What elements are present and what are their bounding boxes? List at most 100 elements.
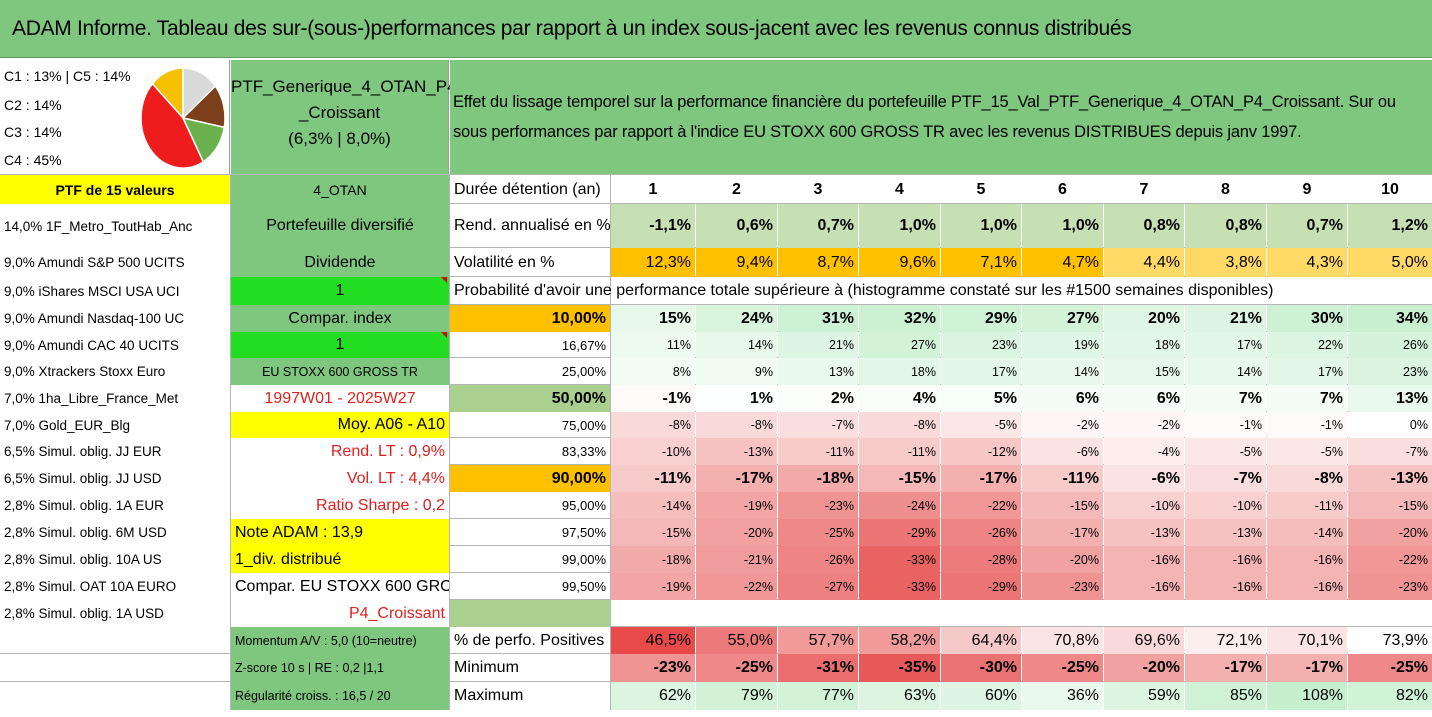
description-line-2: sous performances par rapport à l'indice… [453, 123, 1302, 141]
quantile-value: -15% [611, 519, 695, 546]
minimum-value: -25% [1022, 654, 1103, 682]
annual-return-value: 0,7% [778, 204, 858, 248]
side-suffix: P4_Croissant [231, 600, 449, 627]
side-long-term-return: Rend. LT : 0,9% [231, 438, 449, 465]
legend-c3: C3 : 14% [4, 124, 62, 140]
portfolio-header: PTF_Generique_4_OTAN_P4 _Croissant (6,3%… [231, 60, 457, 174]
side-zone: 4_OTAN [231, 175, 449, 204]
side-dividend: Dividende [231, 248, 449, 277]
quantile-value: -6% [1022, 438, 1103, 465]
quantile-value: -21% [696, 546, 777, 573]
quantile-value: -20% [1348, 519, 1432, 546]
quantile-value: -5% [1185, 438, 1266, 465]
quantile-value: 21% [1185, 305, 1266, 332]
column-divider [449, 174, 450, 710]
positive-perf-value: 58,2% [859, 627, 940, 654]
side-momentum: Momentum A/V : 5,0 (10=neutre) [231, 627, 449, 654]
annual-return-value: 0,6% [696, 204, 777, 248]
quantile-value: 31% [778, 305, 858, 332]
side-adam-score: Note ADAM : 13,9 [231, 519, 449, 546]
minimum-value: -35% [859, 654, 940, 682]
portfolio-returns: (6,3% | 8,0%) [288, 129, 391, 148]
maximum-label: Maximum [454, 687, 524, 704]
quantile-value: -33% [859, 546, 940, 573]
quantile-value: -20% [1022, 546, 1103, 573]
quantile-value: -23% [778, 492, 858, 519]
quantile-value: 26% [1348, 332, 1432, 358]
quantile-value: -22% [696, 573, 777, 600]
holding-item: 9,0% iShares MSCI USA UCI [0, 277, 230, 305]
portfolio-name-suffix: _Croissant [298, 103, 381, 122]
holdings-count: PTF de 15 valeurs [0, 175, 230, 204]
quantile-value: -8% [859, 412, 940, 438]
holding-item: 2,8% Simul. oblig. 10A US [0, 546, 230, 573]
quantile-label: 16,67% [561, 337, 606, 353]
quantile-value: -20% [696, 519, 777, 546]
allocation-legend: C1 : 13% | C5 : 14% C2 : 14% C3 : 14% C4… [0, 60, 230, 174]
quantile-value: -4% [1104, 438, 1184, 465]
positive-perf-label: % de perfo. Positives [454, 631, 605, 649]
maximum-value: 59% [1104, 682, 1184, 710]
quantile-label: 99,50% [561, 579, 606, 594]
annual-return-value: 0,8% [1104, 204, 1184, 248]
quantile-value: -18% [778, 465, 858, 492]
quantile-value: 15% [1104, 358, 1184, 385]
quantile-value: -18% [611, 546, 695, 573]
holding-item: 14,0% 1F_Metro_ToutHab_Anc [0, 204, 230, 248]
quantile-label: 83,33% [561, 444, 606, 459]
quantile-value: -13% [1104, 519, 1184, 546]
volatility-value: 4,4% [1104, 248, 1184, 277]
legend-c2: C2 : 14% [4, 97, 62, 113]
minimum-value: -20% [1104, 654, 1184, 682]
quantile-value: -16% [1104, 546, 1184, 573]
quantile-value: -26% [941, 519, 1021, 546]
quantile-value: 18% [1104, 332, 1184, 358]
maximum-value: 77% [778, 682, 858, 710]
positive-perf-value: 57,7% [778, 627, 858, 654]
year-header: 10 [1381, 180, 1399, 198]
empty-spacer [450, 600, 610, 627]
description: Effet du lissage temporel sur la perform… [450, 60, 1432, 174]
maximum-value: 82% [1348, 682, 1432, 710]
quantile-label: 50,00% [450, 385, 610, 412]
quantile-value: -11% [859, 438, 940, 465]
quantile-value: 13% [778, 358, 858, 385]
row-divider [0, 626, 1432, 627]
quantile-value: -14% [1267, 519, 1347, 546]
row-divider [0, 203, 1432, 204]
volatility-value: 7,1% [941, 248, 1021, 277]
quantile-value: -19% [696, 492, 777, 519]
pie-slice-c4 [140, 82, 205, 169]
quantile-value: -24% [859, 492, 940, 519]
quantile-value: 30% [1267, 305, 1347, 332]
quantile-value: -10% [1104, 492, 1184, 519]
quantile-value: -25% [778, 519, 858, 546]
volatility-value: 12,3% [611, 248, 695, 277]
side-flag-2: 1 [231, 332, 449, 358]
quantile-value: 18% [859, 358, 940, 385]
year-header: 6 [1058, 180, 1067, 198]
quantile-value: -5% [941, 412, 1021, 438]
volatility-value: 5,0% [1348, 248, 1432, 277]
quantile-value: 5% [941, 385, 1021, 412]
annual-return-value: 1,0% [859, 204, 940, 248]
quantile-value: 34% [1348, 305, 1432, 332]
positive-perf-value: 55,0% [696, 627, 777, 654]
volatility-value: 8,7% [778, 248, 858, 277]
volatility-value: 9,6% [859, 248, 940, 277]
side-average-range: Moy. A06 - A10 [231, 412, 449, 438]
maximum-value: 85% [1185, 682, 1266, 710]
quantile-value: -1% [611, 385, 695, 412]
quantile-value: 27% [1022, 305, 1103, 332]
positive-perf-value: 70,8% [1022, 627, 1103, 654]
quantile-value: -23% [1022, 573, 1103, 600]
quantile-value: -7% [778, 412, 858, 438]
column-divider [610, 174, 611, 710]
quantile-value: 2% [778, 385, 858, 412]
quantile-value: 24% [696, 305, 777, 332]
volatility-label: Volatilité en % [454, 253, 555, 271]
annual-return-value: 1,0% [1022, 204, 1103, 248]
quantile-value: 17% [1185, 332, 1266, 358]
positive-perf-value: 70,1% [1267, 627, 1347, 654]
comment-marker [441, 332, 447, 338]
